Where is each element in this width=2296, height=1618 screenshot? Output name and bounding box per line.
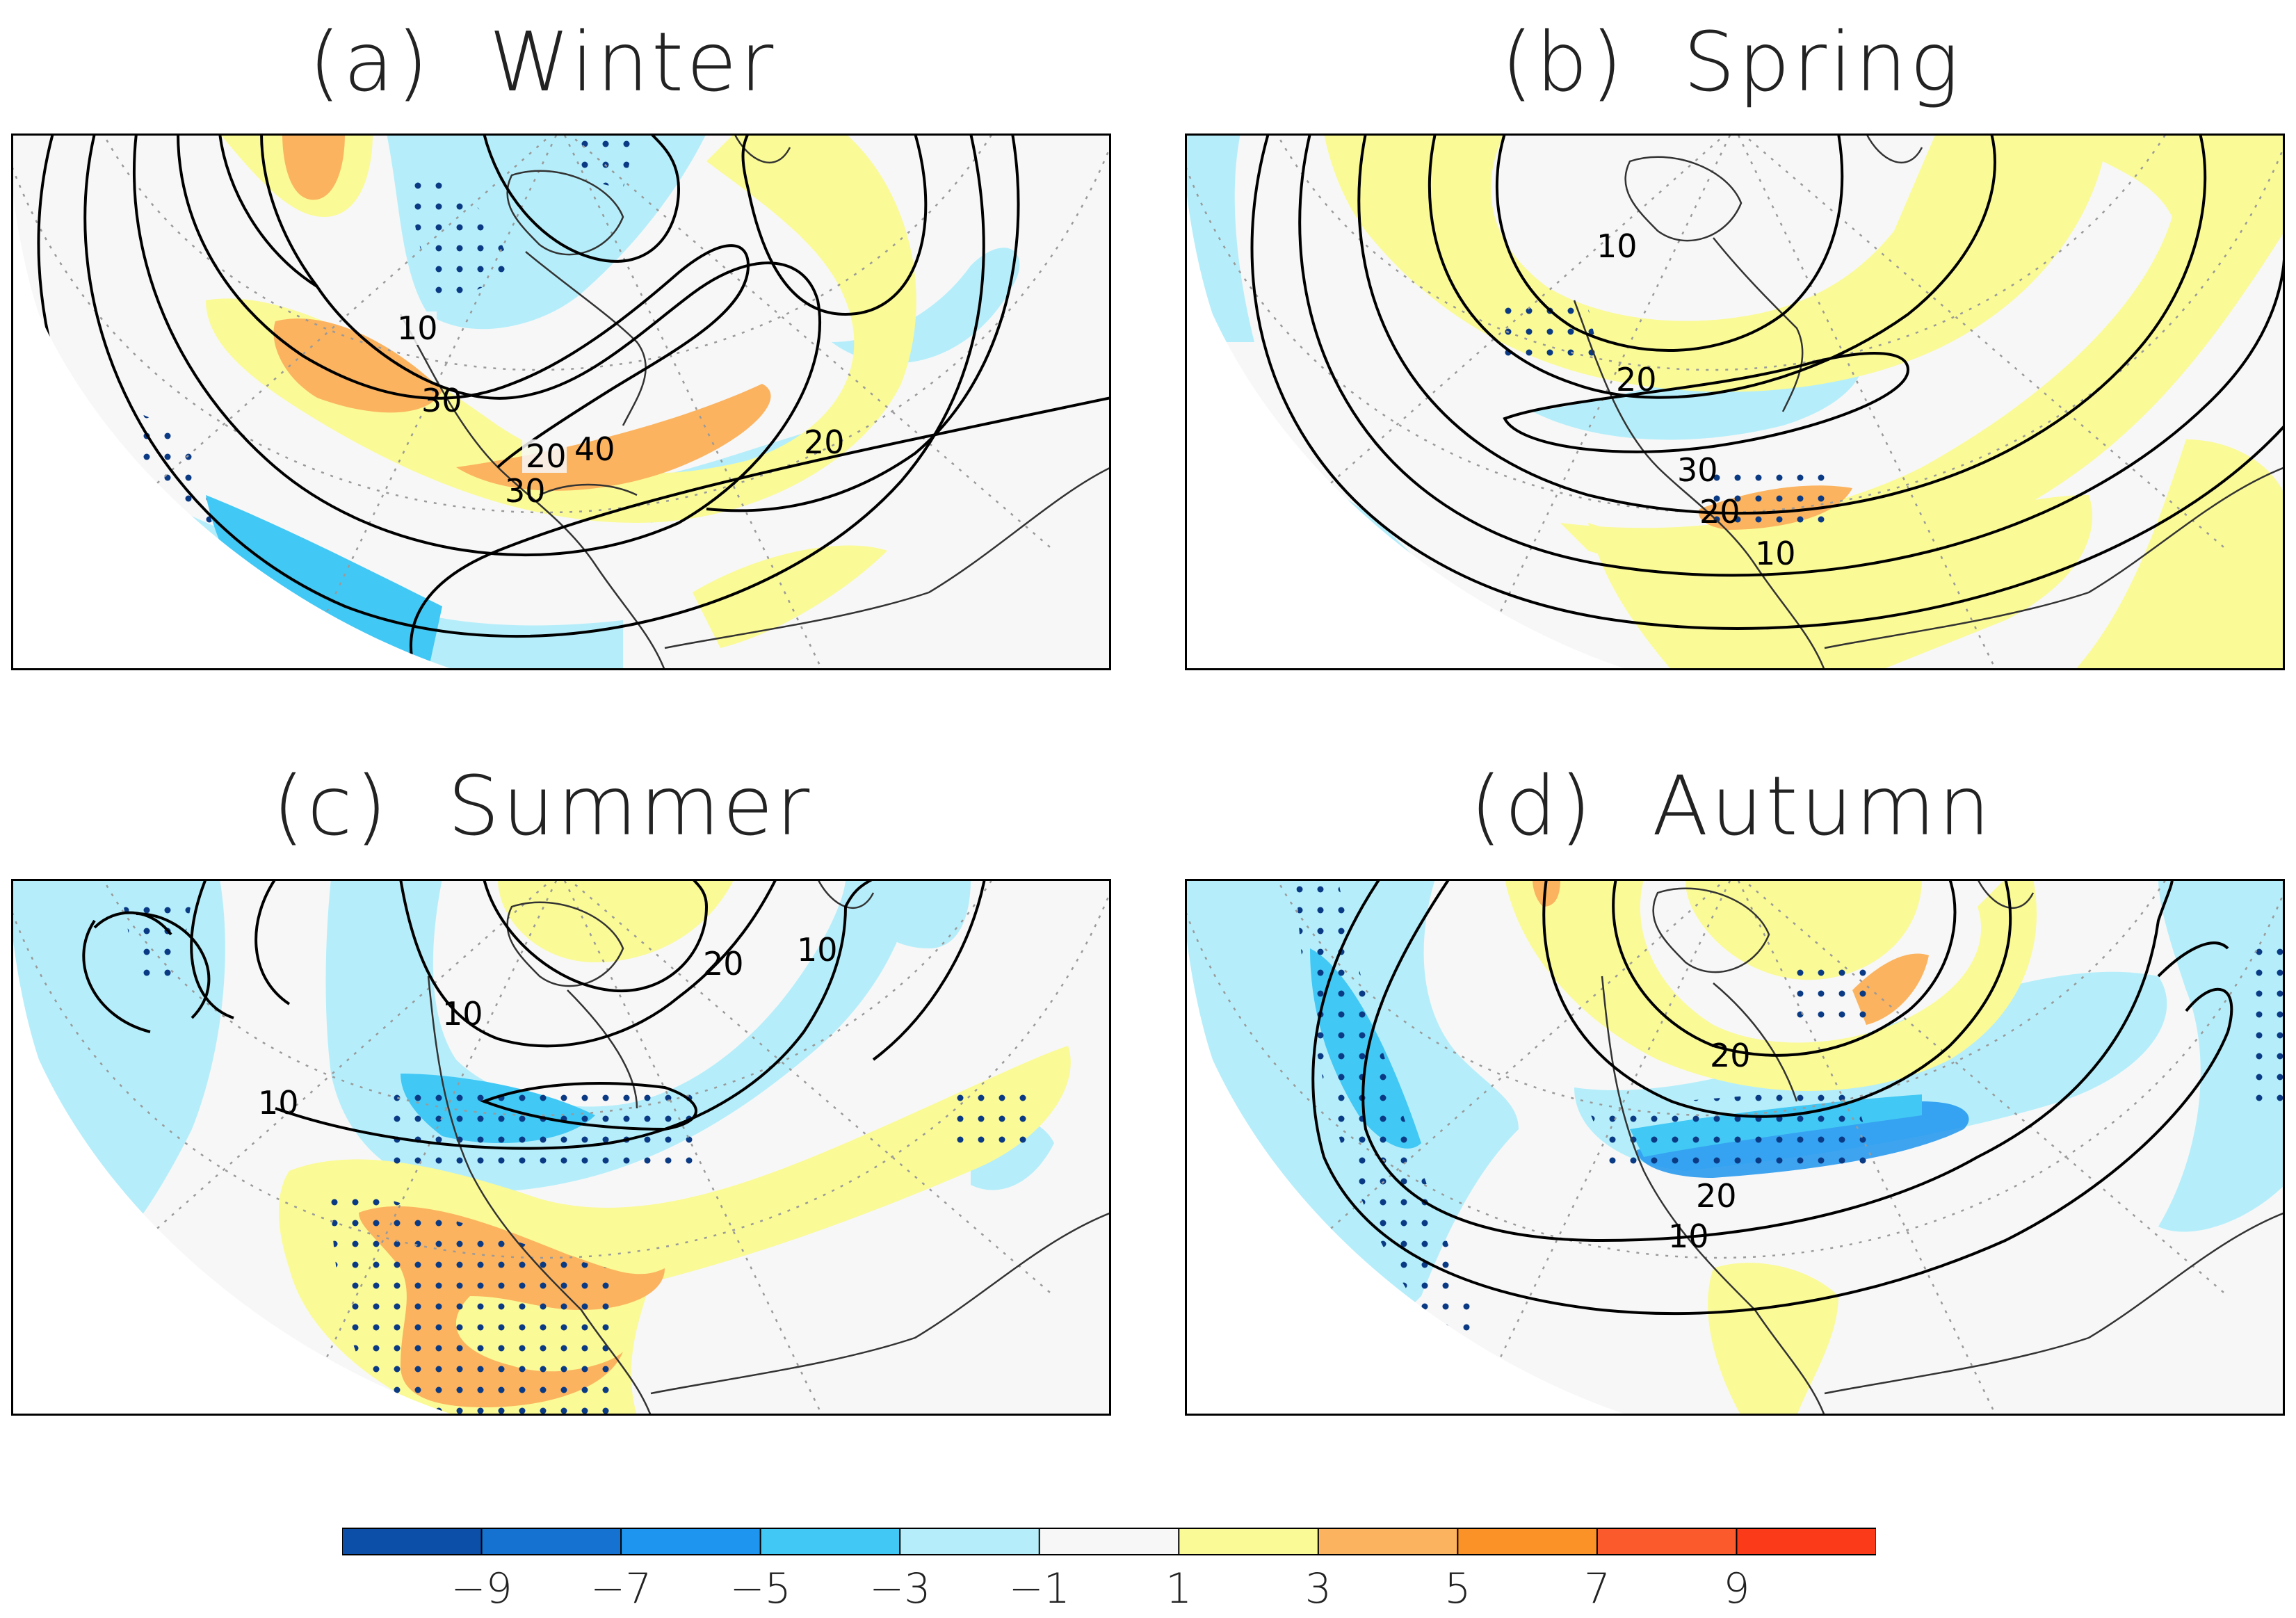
map-spring-svg: 10 20 30 20 10 (1185, 134, 2285, 670)
colorbar (342, 1528, 1876, 1555)
colorbar-tick-label: −3 (868, 1564, 931, 1613)
contour-labels: 20 20 10 (1668, 1037, 1751, 1255)
contour-label: 30 (1677, 451, 1718, 489)
positive-anomaly-region (282, 134, 345, 200)
panel-title-spring: (b) Spring (1501, 14, 1962, 110)
positive-anomaly-region (1324, 134, 2285, 576)
colorbar-tick-label: −5 (729, 1564, 791, 1613)
colorbar-segment (1736, 1528, 1876, 1555)
map-winter-svg: 10 20 30 40 30 20 (11, 134, 1111, 670)
contour-label: 20 (1616, 361, 1657, 398)
panel-title-autumn: (d) Autumn (1469, 758, 1994, 854)
graticule (1185, 879, 2285, 1416)
map-summer-svg: 20 10 10 10 (11, 879, 1111, 1416)
coastlines (427, 879, 1111, 1416)
contour-labels: 10 20 30 40 30 20 (392, 309, 845, 510)
panel-title-summer: (c) Summer (272, 758, 813, 854)
mean-wind-contours (1250, 134, 2285, 630)
panel-title-winter: (a) Winter (308, 14, 777, 110)
contour-label: 20 (1699, 493, 1740, 531)
contour-label: 10 (1596, 227, 1638, 265)
contour-label: 10 (797, 931, 838, 969)
map-frame (1185, 134, 2285, 670)
significance-stippling (1491, 307, 1602, 370)
positive-anomaly-region (1588, 495, 2092, 670)
colorbar-segment (1178, 1528, 1320, 1555)
colorbar-segment (1038, 1528, 1180, 1555)
contour-label: 20 (703, 945, 744, 982)
significance-stippling (2256, 935, 2283, 1101)
significance-stippling (1797, 962, 1866, 1032)
contour-label: 30 (505, 472, 546, 510)
colorbar-tick-label: 1 (1165, 1564, 1193, 1613)
significance-stippling (1588, 1087, 1880, 1178)
colorbar-tick-label: 9 (1723, 1564, 1750, 1613)
contour-label: 10 (1755, 535, 1796, 572)
contour-label: 20 (1696, 1177, 1737, 1215)
contour-labels: 20 10 10 10 (258, 931, 838, 1122)
positive-anomaly-region (2075, 439, 2285, 670)
negative-anomaly-region (206, 495, 442, 670)
map-autumn-svg: 20 20 10 (1185, 879, 2285, 1416)
map-panel-winter: 10 20 30 40 30 20 (11, 134, 1111, 670)
contour-label: 10 (258, 1084, 299, 1122)
significance-stippling (412, 175, 512, 307)
contour-label: 30 (421, 382, 462, 419)
colorbar-segment (1596, 1528, 1738, 1555)
contour-label: 20 (526, 437, 567, 475)
contour-label: 10 (397, 309, 438, 347)
map-panel-autumn: 20 20 10 (1185, 879, 2285, 1416)
colorbar-tick-label: 5 (1444, 1564, 1471, 1613)
mean-wind-contours (1311, 879, 2233, 1316)
map-frame (1185, 879, 2285, 1416)
mean-wind-contours (82, 879, 986, 1150)
negative-anomaly-region (2158, 879, 2285, 1232)
positive-anomaly-region (1505, 879, 2037, 1091)
significance-stippling (122, 900, 192, 976)
graticule (11, 879, 1111, 1416)
contour-label: 20 (1710, 1037, 1751, 1074)
colorbar-tick-label: −7 (590, 1564, 652, 1613)
positive-anomaly-region (693, 545, 887, 648)
contour-label: 10 (442, 995, 483, 1033)
positive-anomaly-region (206, 134, 916, 523)
significance-stippling (331, 1185, 609, 1414)
graticule (11, 134, 1111, 670)
colorbar-segment (1317, 1528, 1459, 1555)
positive-anomaly-region (1533, 879, 1560, 907)
negative-anomaly-region (846, 879, 971, 948)
positive-anomaly-region (498, 879, 734, 962)
colorbar-segment (1457, 1528, 1599, 1555)
colorbar-segment (480, 1528, 622, 1555)
significance-stippling (387, 1087, 693, 1171)
colorbar-tick-label: 7 (1583, 1564, 1610, 1613)
positive-anomaly-region (1852, 953, 1929, 1025)
colorbar-tick-label: −1 (1008, 1564, 1070, 1613)
significance-stippling (1296, 879, 1477, 1352)
coastlines (1573, 134, 2285, 670)
map-panel-summer: 20 10 10 10 (11, 879, 1111, 1416)
map-panel-spring: 10 20 30 20 10 (1185, 134, 2285, 670)
colorbar-segment (620, 1528, 762, 1555)
colorbar-segment (342, 1528, 483, 1555)
colorbar-segment (759, 1528, 901, 1555)
map-frame (11, 879, 1111, 1416)
significance-stippling (567, 134, 637, 189)
contour-label: 20 (804, 423, 845, 461)
colorbar-tick-label: −9 (451, 1564, 512, 1613)
colorbar-segment (899, 1528, 1041, 1555)
contour-label: 10 (1668, 1217, 1709, 1255)
colorbar-tick-label: 3 (1304, 1564, 1332, 1613)
significance-stippling (943, 1087, 1026, 1143)
mean-wind-contours (37, 134, 1111, 670)
contour-label: 40 (574, 430, 615, 468)
map-frame (11, 134, 1111, 670)
graticule (1185, 134, 2285, 670)
contour-labels: 10 20 30 20 10 (1596, 227, 1796, 572)
positive-anomaly-region (273, 318, 442, 413)
